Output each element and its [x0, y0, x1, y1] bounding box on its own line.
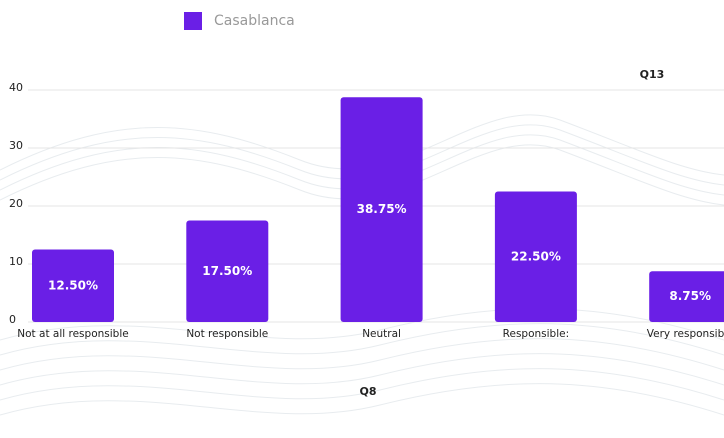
bar	[649, 271, 724, 322]
data-label: 38.75%	[357, 202, 407, 216]
x-tick-label: Responsible:	[503, 328, 569, 340]
bar	[186, 220, 269, 322]
y-tick-label: 40	[9, 81, 23, 94]
data-label: 12.50%	[48, 278, 98, 292]
legend-swatch	[184, 12, 202, 30]
y-tick-label: 0	[9, 313, 16, 326]
x-tick-label: Neutral	[362, 328, 401, 340]
data-label: 8.75%	[669, 289, 711, 303]
data-label: 22.50%	[511, 249, 561, 263]
y-tick-label: 20	[9, 197, 23, 210]
y-tick-label: 10	[9, 255, 23, 268]
x-tick-label: Not at all responsible	[17, 328, 128, 340]
bar	[32, 249, 114, 322]
chart-title: Q13	[640, 68, 665, 81]
bar	[494, 191, 577, 322]
x-tick-label: Very responsible	[647, 328, 724, 340]
x-axis-title: Q8	[359, 385, 376, 398]
x-tick-label: Not responsible	[186, 328, 268, 340]
y-tick-label: 30	[9, 139, 23, 152]
legend-label: Casablanca	[214, 13, 295, 29]
data-label: 17.50%	[202, 264, 252, 278]
bar	[340, 97, 423, 322]
